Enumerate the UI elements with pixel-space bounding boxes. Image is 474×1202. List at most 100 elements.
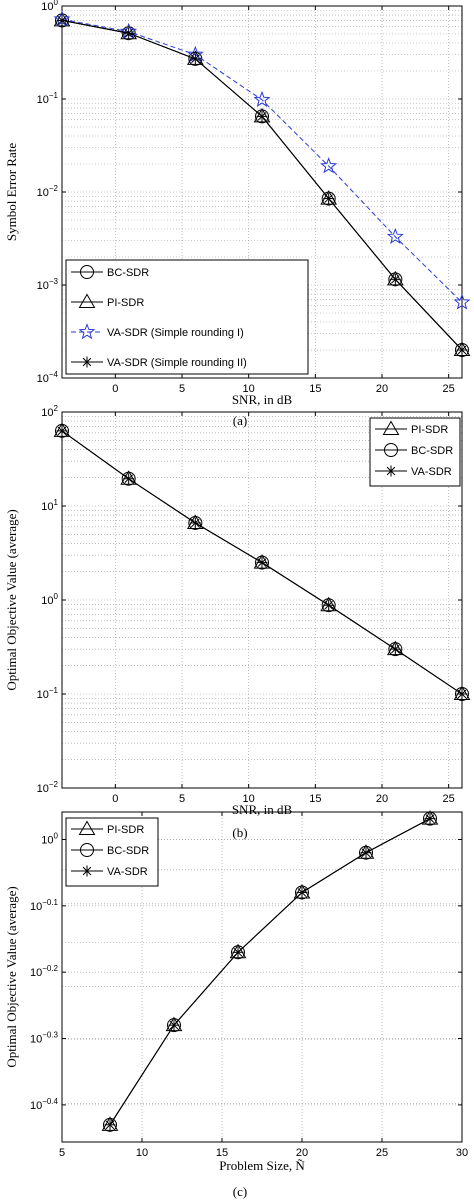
data-point [388,642,403,657]
data-point [253,90,271,108]
y-tick-label: 10−0.4 [30,1097,59,1112]
y-axis-label: Optimal Objective Value (average) [4,509,19,690]
figure-caption: (a) [233,413,247,428]
data-point [232,946,244,958]
x-axis-label: SNR, in dB [232,802,293,817]
legend-marker [78,293,96,308]
data-point [323,193,335,205]
data-point [189,53,201,65]
data-point [295,885,309,900]
data-point [321,598,336,613]
legend-label: PI-SDR [107,824,144,836]
x-tick-label: 10 [243,383,255,395]
chart-c: 5 10 15 20 25 30 100 10−0.1 10−0.2 10−0.3 10−0.4 Pr… [4,810,468,1199]
x-tick-label: 20 [376,383,388,395]
legend-label: BC-SDR [107,845,149,857]
data-point [103,1117,117,1132]
data-point [167,1018,181,1033]
data-point [123,27,135,39]
figure-caption: (b) [232,825,247,840]
data-point [386,227,404,244]
data-point [423,811,437,826]
x-tick-label: 20 [296,1147,308,1159]
series-va-sdr [56,425,468,700]
data-point [359,845,373,860]
y-tick-label: 10−1 [37,91,59,106]
data-point [168,1019,180,1031]
data-point [56,425,68,437]
data-point [456,344,468,356]
x-tick-label: 15 [309,793,321,805]
data-point [123,473,135,485]
data-point [389,643,401,655]
legend-marker [81,356,93,368]
x-tick-label: 5 [179,793,185,805]
y-axis-label: Optimal Objective Value (average) [4,886,19,1067]
data-point [320,157,338,174]
series-va-sdr [104,813,436,1131]
data-point [55,423,69,438]
x-tick-label: 20 [376,793,388,805]
y-tick-label: 101 [41,498,58,513]
legend-marker [80,843,94,857]
y-tick-label: 102 [41,404,58,419]
data-point [255,555,269,570]
x-tick-label: 15 [309,383,321,395]
series-line [109,818,431,1126]
legend: BC-SDR PI-SDR VA-SDR (Simple rounding I) VA… [65,259,309,375]
x-tick-label: 0 [112,793,118,805]
legend: PI-SDR BC-SDR VA-SDR [369,417,461,487]
legend-box [65,259,309,375]
plot-frame [61,811,463,1143]
legend-label: PI-SDR [411,424,448,436]
y-tick-label: 100 [41,592,58,607]
x-tick-label: 25 [443,383,455,395]
legend-label: BC-SDR [107,267,149,279]
chart-a: 0 5 10 15 20 25 100 10−1 10−2 10−3 10−4 SNR, in dB S… [4,0,471,428]
data-point [453,293,471,310]
legend-marker [384,443,398,457]
data-point [360,847,372,859]
data-point [389,273,401,285]
legend-marker [80,265,94,279]
y-tick-label: 10−3 [37,277,59,292]
data-point [189,517,201,529]
data-point [323,599,335,611]
data-point [424,813,436,825]
x-tick-label: 5 [179,383,185,395]
legend-label: PI-SDR [107,297,144,309]
legend-label: VA-SDR [107,866,148,878]
legend-marker [78,323,96,340]
legend-marker [382,420,400,435]
legend-label: VA-SDR [411,466,452,478]
y-tick-label: 10−0.2 [30,964,59,979]
legend-label: VA-SDR (Simple rounding I) [107,327,244,339]
data-point [188,515,203,530]
x-tick-label: 25 [376,1147,388,1159]
chart-b: 0 5 10 15 20 25 102 101 100 10−1 10−2 SNR, in dB Opt… [4,404,471,840]
legend-label: BC-SDR [411,445,453,457]
data-point [121,471,136,486]
data-point [456,688,468,700]
data-point [256,557,268,569]
data-point [455,687,469,701]
x-tick-label: 10 [136,1147,148,1159]
legend-marker [385,465,397,477]
y-tick-label: 10−0.1 [30,898,59,913]
y-tick-label: 10−0.3 [30,1031,59,1046]
y-tick-label: 10−1 [37,686,59,701]
x-tick-label: 25 [443,793,455,805]
y-tick-label: 10−2 [37,780,59,795]
y-axis-label: Symbol Error Rate [4,143,19,241]
figure-caption: (c) [233,1184,247,1199]
data-point [256,110,268,122]
data-point [56,14,68,26]
data-point [104,1119,116,1131]
x-tick-label: 0 [112,383,118,395]
x-axis-label: SNR, in dB [232,392,293,407]
x-tick-label: 15 [216,1147,228,1159]
legend: PI-SDR BC-SDR VA-SDR [65,817,159,887]
data-point [296,886,308,898]
data-point [231,945,245,960]
